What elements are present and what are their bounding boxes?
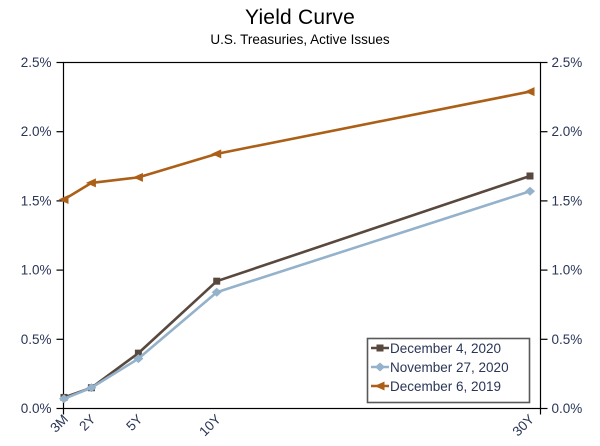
y-tick-label-right: 2.5%	[552, 55, 583, 70]
y-tick-label-left: 1.5%	[21, 193, 52, 208]
x-tick-label: 5Y	[123, 412, 145, 434]
data-point-marker	[133, 354, 144, 364]
data-point-marker	[213, 277, 221, 285]
y-tick-label-right: 0.5%	[552, 332, 583, 347]
data-point-marker	[59, 394, 69, 404]
y-tick-label-right: 1.0%	[552, 263, 583, 278]
data-point-marker	[211, 287, 222, 297]
series-line	[63, 90, 531, 201]
data-point-marker	[86, 383, 97, 393]
y-tick-label-left: 2.5%	[21, 55, 52, 70]
legend-label: November 27, 2020	[390, 360, 509, 375]
x-tick-label: 2Y	[76, 412, 98, 434]
y-tick-label-right: 2.0%	[552, 124, 583, 139]
y-tick-label-left: 0.5%	[21, 332, 52, 347]
legend-entry: December 6, 2019	[371, 379, 501, 394]
legend-label: December 6, 2019	[390, 379, 501, 394]
plot-border	[62, 61, 542, 410]
legend-box	[366, 337, 531, 404]
data-point-marker	[58, 195, 69, 205]
data-point-marker	[524, 87, 535, 97]
data-point-marker	[85, 178, 96, 188]
legend-entry: November 27, 2020	[371, 360, 509, 375]
legend: December 4, 2020 November 27, 2020 Decembe…	[366, 337, 531, 404]
data-point-marker	[134, 349, 142, 357]
data-point-marker	[526, 172, 534, 180]
series-november-27-2020	[59, 186, 535, 404]
chart-subtitle: U.S. Treasuries, Active Issues	[210, 32, 390, 47]
x-tick-label: 30Y	[510, 412, 538, 440]
y-tick-label-left: 2.0%	[21, 124, 52, 139]
data-point-marker	[211, 149, 222, 159]
legend-swatch-marker	[374, 381, 385, 391]
data-point-marker	[525, 186, 535, 196]
data-point-marker	[132, 172, 143, 182]
legend-swatch-marker	[375, 362, 385, 372]
y-tick-label-left: 1.0%	[21, 263, 52, 278]
series-december-6-2019	[58, 87, 535, 205]
legend-entry: December 4, 2020	[371, 341, 501, 356]
x-tick-label: 10Y	[196, 412, 224, 440]
y-tick-label-left: 0.0%	[21, 401, 52, 416]
y-tick-label-right: 0.0%	[552, 401, 583, 416]
chart-title: Yield Curve	[245, 6, 355, 29]
legend-swatch-marker	[376, 344, 384, 352]
legend-label: December 4, 2020	[390, 341, 501, 356]
y-tick-label-right: 1.5%	[552, 193, 583, 208]
